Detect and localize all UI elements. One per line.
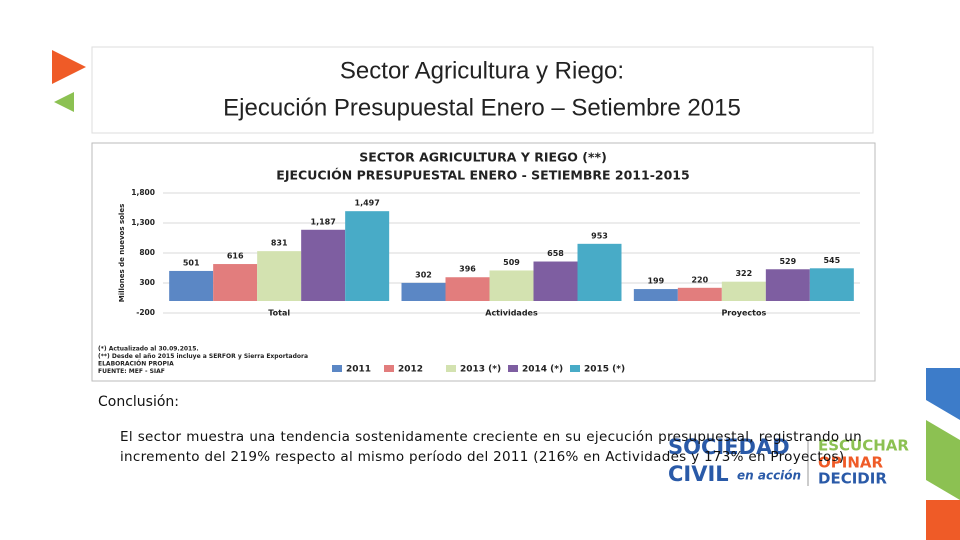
bar bbox=[721, 281, 766, 301]
data-label: 658 bbox=[547, 249, 564, 258]
chart-note: FUENTE: MEF - SIAF bbox=[98, 368, 165, 375]
conclusion-text: El sector muestra una tendencia sostenid… bbox=[120, 429, 862, 465]
y-tick-label: -200 bbox=[136, 308, 155, 317]
data-label: 220 bbox=[691, 275, 708, 284]
logo-text: SOCIEDAD bbox=[668, 435, 790, 459]
bar bbox=[445, 277, 490, 301]
data-label: 322 bbox=[735, 269, 752, 278]
bar bbox=[257, 251, 302, 301]
chart-note: (**) Desde el año 2015 incluye a SERFOR … bbox=[98, 353, 308, 360]
data-label: 501 bbox=[183, 258, 200, 267]
bar bbox=[677, 287, 722, 301]
chart-note: (*) Actualizado al 30.09.2015. bbox=[98, 346, 199, 353]
y-tick-label: 1,800 bbox=[131, 188, 155, 197]
legend-swatch bbox=[446, 365, 456, 372]
legend-label: 2015 (*) bbox=[584, 365, 625, 375]
legend-label: 2013 (*) bbox=[460, 365, 501, 375]
logo-text: CIVIL bbox=[668, 462, 729, 486]
legend-label: 2014 (*) bbox=[522, 365, 563, 375]
x-tick-label: Proyectos bbox=[721, 309, 766, 318]
bar bbox=[809, 268, 854, 301]
legend-swatch bbox=[332, 365, 342, 372]
legend-swatch bbox=[384, 365, 394, 372]
chart-note: ELABORACIÓN PROPIA bbox=[98, 361, 174, 368]
stripe bbox=[926, 368, 960, 420]
data-label: 953 bbox=[591, 231, 608, 240]
bar bbox=[533, 261, 578, 301]
chart-subtitle: EJECUCIÓN PRESUPUESTAL ENERO - SETIEMBRE… bbox=[276, 168, 689, 183]
data-label: 616 bbox=[227, 252, 244, 261]
bar bbox=[301, 229, 346, 301]
data-label: 396 bbox=[459, 265, 476, 274]
legend-label: 2011 bbox=[346, 365, 371, 375]
data-label: 545 bbox=[823, 256, 840, 265]
data-label: 199 bbox=[647, 277, 664, 286]
data-label: 831 bbox=[271, 239, 288, 248]
x-tick-label: Actividades bbox=[485, 309, 538, 318]
legend-swatch bbox=[570, 365, 580, 372]
chart-title: SECTOR AGRICULTURA Y RIEGO (**) bbox=[359, 150, 607, 165]
stripe bbox=[926, 420, 960, 500]
bar bbox=[577, 243, 622, 301]
logo: SOCIEDAD CIVIL en acción ESCUCHAR OPINAR… bbox=[668, 435, 909, 488]
data-label: 1,187 bbox=[311, 217, 336, 226]
y-axis-label: Millones de nuevos soles bbox=[118, 204, 126, 302]
y-tick-label: 1,300 bbox=[131, 218, 155, 227]
logo-text: DECIDIR bbox=[818, 470, 887, 488]
conclusion-label: Conclusión: bbox=[98, 394, 179, 410]
bar bbox=[345, 211, 390, 301]
bar bbox=[633, 289, 678, 301]
arrow-icon bbox=[54, 92, 74, 112]
slide-title: Sector Agricultura y Riego: bbox=[340, 57, 624, 84]
legend-label: 2012 bbox=[398, 365, 423, 375]
bar bbox=[489, 270, 534, 301]
logo-text: ESCUCHAR bbox=[818, 437, 909, 455]
bar bbox=[401, 282, 446, 301]
y-tick-label: 300 bbox=[139, 278, 155, 287]
bar bbox=[765, 269, 810, 301]
slide-title: Ejecución Presupuestal Enero – Setiembre… bbox=[223, 94, 741, 121]
logo-text: en acción bbox=[737, 469, 801, 483]
title-box bbox=[91, 46, 874, 134]
arrow-icon bbox=[52, 50, 86, 84]
logo-text: OPINAR bbox=[818, 454, 883, 472]
x-tick-label: Total bbox=[268, 309, 290, 318]
data-label: 529 bbox=[779, 257, 796, 266]
data-label: 1,497 bbox=[355, 199, 380, 208]
chart-frame bbox=[91, 142, 876, 382]
stripe bbox=[926, 500, 960, 540]
bar bbox=[213, 264, 258, 301]
y-tick-label: 800 bbox=[139, 248, 155, 257]
data-label: 509 bbox=[503, 258, 520, 267]
bar bbox=[169, 270, 214, 301]
legend-swatch bbox=[508, 365, 518, 372]
data-label: 302 bbox=[415, 270, 432, 279]
